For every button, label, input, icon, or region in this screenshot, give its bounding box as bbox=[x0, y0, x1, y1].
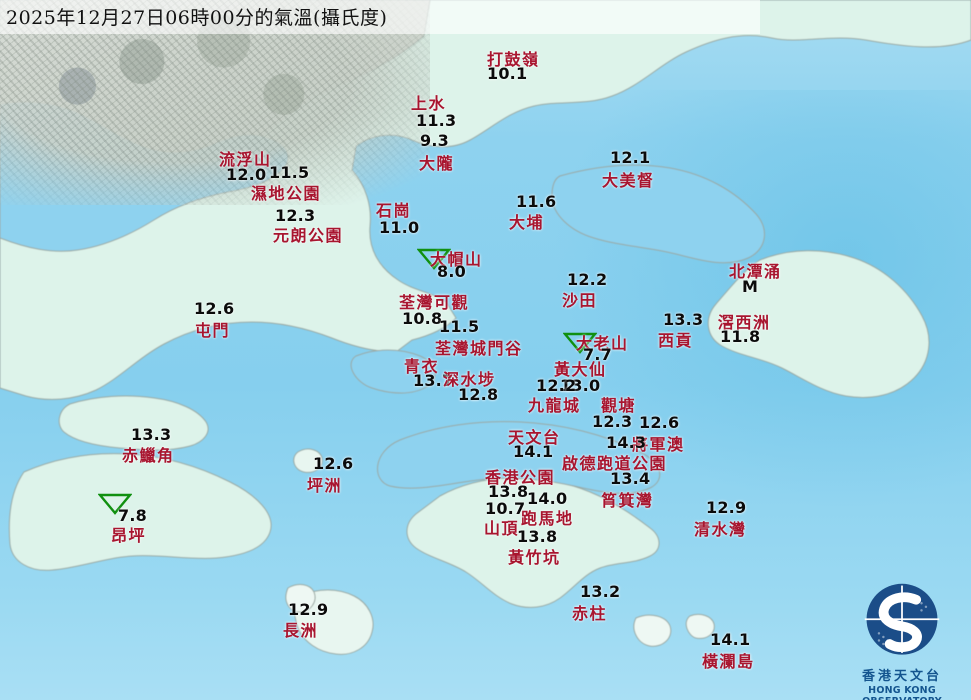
land-waglan bbox=[685, 613, 715, 639]
station-name-label: 觀塘 bbox=[601, 396, 637, 415]
station-temperature-value: 13.8 bbox=[488, 482, 529, 501]
station-temperature-value: 11.3 bbox=[416, 111, 457, 130]
station-temperature-value: 12.2 bbox=[567, 270, 608, 289]
station-name-label: 大老山 bbox=[576, 334, 629, 353]
station-name-label: 昂坪 bbox=[111, 526, 147, 545]
station-marker-triangle-icon bbox=[417, 248, 451, 270]
station-temperature-value: 11.5 bbox=[439, 317, 480, 336]
station-temperature-value: 13.2 bbox=[580, 582, 621, 601]
station-name-label: 石崗 bbox=[376, 201, 412, 220]
station-name-label: 天文台 bbox=[508, 428, 561, 447]
station-name-label: 黃竹坑 bbox=[508, 548, 561, 567]
station-temperature-value: 10.1 bbox=[487, 64, 528, 83]
station-name-label: 赤鱲角 bbox=[122, 446, 175, 465]
station-name-label: 將軍澳 bbox=[632, 435, 685, 454]
station-name-label: 大隴 bbox=[419, 154, 455, 173]
station-name-label: 大埔 bbox=[509, 213, 545, 232]
station-marker-triangle-icon bbox=[563, 332, 597, 354]
station-name-label: 長洲 bbox=[283, 621, 319, 640]
station-marker-triangle-icon bbox=[98, 493, 132, 515]
station-temperature-value: 12.0 bbox=[226, 165, 267, 184]
station-name-label: 山頂 bbox=[484, 519, 520, 538]
station-name-label: 筲箕灣 bbox=[601, 491, 654, 510]
station-name-label: 橫瀾島 bbox=[702, 652, 755, 671]
station-temperature-value: 13.4 bbox=[610, 469, 651, 488]
station-temperature-value: 13.7 bbox=[413, 371, 454, 390]
station-temperature-value: 14.3 bbox=[606, 433, 647, 452]
station-name-label: 深水埗 bbox=[443, 370, 496, 389]
station-temperature-value: 11.5 bbox=[269, 163, 310, 182]
station-name-label: 啟德跑道公園 bbox=[562, 454, 668, 473]
water-tolo-harbour bbox=[551, 164, 765, 264]
title-bar bbox=[0, 0, 760, 34]
station-name-label: 上水 bbox=[411, 94, 447, 113]
station-name-label: 荃灣可觀 bbox=[399, 293, 470, 312]
station-name-label: 元朗公園 bbox=[273, 226, 344, 245]
station-name-label: 黃大仙 bbox=[554, 360, 607, 379]
station-temperature-value: 7.7 bbox=[583, 345, 612, 364]
station-temperature-value: 12.8 bbox=[458, 385, 499, 404]
land-sai-kung bbox=[707, 250, 930, 398]
station-name-label: 大美督 bbox=[602, 171, 655, 190]
hko-name-en: HONG KONG OBSERVATORY bbox=[862, 685, 942, 700]
station-temperature-value: 13.8 bbox=[517, 527, 558, 546]
station-temperature-value: 12.6 bbox=[194, 299, 235, 318]
water-rambler-channel bbox=[350, 349, 436, 394]
station-name-label: 北潭涌 bbox=[729, 262, 782, 281]
page-title: 2025年12月27日06時00分的氣溫(攝氏度) bbox=[6, 7, 388, 29]
station-temperature-value: 10.8 bbox=[402, 309, 443, 328]
station-temperature-value: 12.9 bbox=[706, 498, 747, 517]
station-temperature-value: 11.8 bbox=[720, 327, 761, 346]
station-name-label: 跑馬地 bbox=[521, 509, 574, 528]
station-temperature-value: 14.1 bbox=[513, 442, 554, 461]
station-name-label: 香港公園 bbox=[485, 468, 556, 487]
station-temperature-value: 7.8 bbox=[118, 506, 147, 525]
land-lamma bbox=[294, 589, 374, 655]
station-temperature-value: 14.0 bbox=[527, 489, 568, 508]
station-name-label: 九龍城 bbox=[528, 396, 581, 415]
station-temperature-value: M bbox=[742, 277, 759, 296]
land-po-toi bbox=[633, 614, 672, 647]
station-temperature-value: 11.0 bbox=[379, 218, 420, 237]
station-name-label: 清水灣 bbox=[694, 520, 747, 539]
station-temperature-value: 12.6 bbox=[639, 413, 680, 432]
station-temperature-value: 12.2 bbox=[536, 376, 577, 395]
station-temperature-value: 13.3 bbox=[131, 425, 172, 444]
station-temperature-value: 12.9 bbox=[288, 600, 329, 619]
station-name-label: 大帽山 bbox=[430, 250, 483, 269]
station-temperature-value: 12.3 bbox=[592, 412, 633, 431]
station-temperature-value: 10.7 bbox=[485, 499, 526, 518]
station-temperature-value: 12.6 bbox=[313, 454, 354, 473]
station-temperature-value: 14.1 bbox=[710, 630, 751, 649]
station-temperature-value: 11.6 bbox=[516, 192, 557, 211]
station-name-label: 赤柱 bbox=[572, 604, 608, 623]
land-lantau bbox=[8, 453, 272, 571]
station-temperature-value: 13.3 bbox=[663, 310, 704, 329]
station-name-label: 荃灣城門谷 bbox=[435, 339, 523, 358]
land-peng-chau bbox=[293, 448, 323, 473]
hko-logo-icon bbox=[864, 583, 940, 655]
station-name-label: 滘西洲 bbox=[718, 313, 771, 332]
station-name-label: 沙田 bbox=[562, 291, 598, 310]
land-chek-lap-kok bbox=[58, 395, 209, 451]
station-temperature-value: 9.3 bbox=[420, 131, 449, 150]
hko-logo: 香港天文台 HONG KONG OBSERVATORY bbox=[839, 582, 965, 700]
station-name-label: 濕地公園 bbox=[251, 184, 322, 203]
station-name-label: 坪洲 bbox=[307, 476, 343, 495]
station-temperature-value: 12.3 bbox=[275, 206, 316, 225]
station-name-label: 流浮山 bbox=[219, 150, 272, 169]
satellite-urban-texture bbox=[0, 0, 430, 205]
hko-name-cn: 香港天文台 bbox=[861, 669, 942, 684]
station-temperature-value: 13.0 bbox=[560, 376, 601, 395]
station-name-label: 屯門 bbox=[195, 321, 231, 340]
land-cheung-chau bbox=[285, 584, 316, 613]
station-name-label: 打鼓嶺 bbox=[487, 50, 540, 69]
station-temperature-value: 8.0 bbox=[437, 262, 466, 281]
station-name-label: 西貢 bbox=[658, 331, 694, 350]
station-temperature-value: 12.1 bbox=[610, 148, 651, 167]
water-victoria-harbour bbox=[377, 421, 661, 494]
station-name-label: 青衣 bbox=[404, 357, 440, 376]
